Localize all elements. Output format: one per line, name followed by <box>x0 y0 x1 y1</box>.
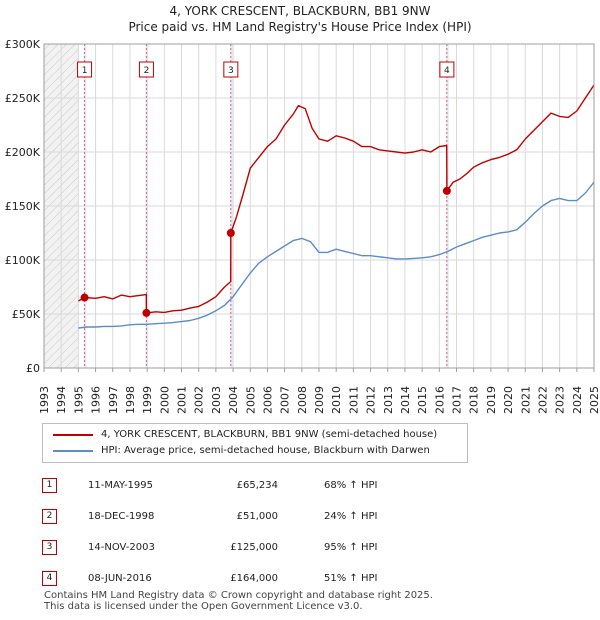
sale-row: 1 11-MAY-1995 £65,234 68% ↑ HPI <box>42 470 434 501</box>
sale-row: 2 18-DEC-1998 £51,000 24% ↑ HPI <box>42 501 434 532</box>
x-tick-label-2004: 2004 <box>227 386 240 414</box>
sale-box-3 <box>223 61 239 78</box>
sale-box-label-4: 4 <box>444 66 450 76</box>
sale-point-2 <box>142 308 151 317</box>
sale-number-badge: 1 <box>42 478 57 493</box>
x-tick-label-2010: 2010 <box>330 386 343 414</box>
sale-hpi-change-cell: 24% ↑ HPI <box>324 511 378 522</box>
footer-copyright: Contains HM Land Registry data © Crown c… <box>44 590 433 601</box>
x-tick-label-2017: 2017 <box>451 386 464 414</box>
legend-swatch-hpi <box>53 450 93 452</box>
y-tick-label-2: £100K <box>5 254 41 267</box>
sale-point-1 <box>80 293 89 302</box>
series-hpi <box>78 181 595 329</box>
x-tick-label-2002: 2002 <box>193 386 206 414</box>
footer-licence: This data is licensed under the Open Gov… <box>44 601 363 612</box>
x-tick-label-2003: 2003 <box>210 386 223 414</box>
x-tick-label-2019: 2019 <box>485 386 498 414</box>
sale-number-cell: 1 <box>42 470 82 501</box>
sale-date-cell: 08-JUN-2016 <box>88 573 152 584</box>
y-tick-label-0: £0 <box>26 362 40 375</box>
sale-point-3 <box>226 229 235 237</box>
sale-box-4 <box>439 61 455 78</box>
legend-label-hpi: HPI: Average price, semi-detached house,… <box>101 445 430 456</box>
sale-number-badge: 4 <box>42 571 57 586</box>
x-tick-label-2001: 2001 <box>176 386 189 414</box>
legend-label-property: 4, YORK CRESCENT, BLACKBURN, BB1 9NW (se… <box>101 429 438 440</box>
grid-lines <box>43 43 595 369</box>
sale-price-cell: £51,000 <box>236 511 278 522</box>
x-tick-label-2020: 2020 <box>502 386 515 414</box>
x-tick-label-2011: 2011 <box>347 386 360 414</box>
y-tick-label-4: £200K <box>5 146 41 159</box>
x-tick-label-1993: 1993 <box>38 386 51 414</box>
x-tick-label-2012: 2012 <box>365 386 378 414</box>
x-tick-label-2005: 2005 <box>244 386 257 414</box>
x-tick-label-1998: 1998 <box>124 386 137 414</box>
sale-date-cell: 18-DEC-1998 <box>88 511 155 522</box>
sale-price-cell: £65,234 <box>236 480 278 491</box>
chart-title: 4, YORK CRESCENT, BLACKBURN, BB1 9NW <box>169 4 431 18</box>
sale-number-badge: 3 <box>42 540 57 555</box>
sale-vertical-lines <box>83 44 449 368</box>
y-tick-label-5: £250K <box>5 92 41 105</box>
sale-row: 3 14-NOV-2003 £125,000 95% ↑ HPI <box>42 532 434 563</box>
legend: 4, YORK CRESCENT, BLACKBURN, BB1 9NW (se… <box>42 423 468 463</box>
sale-date-cell: 11-MAY-1995 <box>88 480 154 491</box>
sale-hpi-change-cell: 68% ↑ HPI <box>324 480 378 491</box>
y-tick-label-1: £50K <box>12 308 41 321</box>
sales-table: 1 11-MAY-1995 £65,234 68% ↑ HPI 2 18-DEC-1998… <box>42 470 434 594</box>
x-tick-label-2008: 2008 <box>296 386 309 414</box>
chart-subtitle: Price paid vs. HM Land Registry's House … <box>128 20 472 34</box>
sale-price-cell: £125,000 <box>230 542 278 553</box>
sale-row: 4 08-JUN-2016 £164,000 51% ↑ HPI <box>42 563 434 594</box>
sale-box-label-2: 2 <box>144 66 150 76</box>
sale-hpi-change-cell: 51% ↑ HPI <box>324 573 378 584</box>
x-tick-label-2016: 2016 <box>433 386 446 414</box>
y-tick-label-6: £300K <box>5 38 41 51</box>
x-tick-label-1996: 1996 <box>90 386 103 414</box>
footer: Contains HM Land Registry data © Crown c… <box>44 590 433 612</box>
y-tick-label-3: £150K <box>5 200 41 213</box>
sale-point-4 <box>442 186 451 195</box>
x-tick-label-2021: 2021 <box>519 386 532 414</box>
x-tick-label-2025: 2025 <box>588 386 600 414</box>
sale-box-label-3: 3 <box>228 66 234 76</box>
series-lines <box>78 84 595 329</box>
x-tick-label-2000: 2000 <box>158 386 171 414</box>
sale-number-cell: 4 <box>42 563 82 594</box>
x-tick-label-2024: 2024 <box>571 386 584 414</box>
series-property <box>78 84 595 314</box>
x-tick-label-2022: 2022 <box>536 386 549 414</box>
legend-swatch-property <box>53 434 93 436</box>
x-tick-label-2023: 2023 <box>554 386 567 414</box>
sale-number-cell: 2 <box>42 501 82 532</box>
x-tick-label-1997: 1997 <box>107 386 120 414</box>
x-tick-label-2015: 2015 <box>416 386 429 414</box>
x-tick-label-1994: 1994 <box>55 386 68 414</box>
sale-hpi-change-cell: 95% ↑ HPI <box>324 542 378 553</box>
x-tick-label-2009: 2009 <box>313 386 326 414</box>
x-tick-label-2013: 2013 <box>382 386 395 414</box>
x-tick-label-2007: 2007 <box>279 386 292 414</box>
sale-box-2 <box>138 61 154 78</box>
sale-date-cell: 14-NOV-2003 <box>88 542 155 553</box>
sale-box-1 <box>77 61 93 78</box>
x-tick-label-1995: 1995 <box>72 386 85 414</box>
sale-number-badge: 2 <box>42 509 57 524</box>
x-tick-label-2006: 2006 <box>261 386 274 414</box>
sale-price-cell: £164,000 <box>230 573 278 584</box>
x-tick-label-2014: 2014 <box>399 386 412 414</box>
price-chart: 1 2 3 4 £0 £50K £100K £150K £200K £250K £300K 1993… <box>5 38 600 414</box>
sale-markers: 1 2 3 4 <box>77 61 455 317</box>
x-tick-label-1999: 1999 <box>141 386 154 414</box>
sale-box-label-1: 1 <box>82 66 88 76</box>
x-tick-label-2018: 2018 <box>468 386 481 414</box>
sale-number-cell: 3 <box>42 532 82 563</box>
